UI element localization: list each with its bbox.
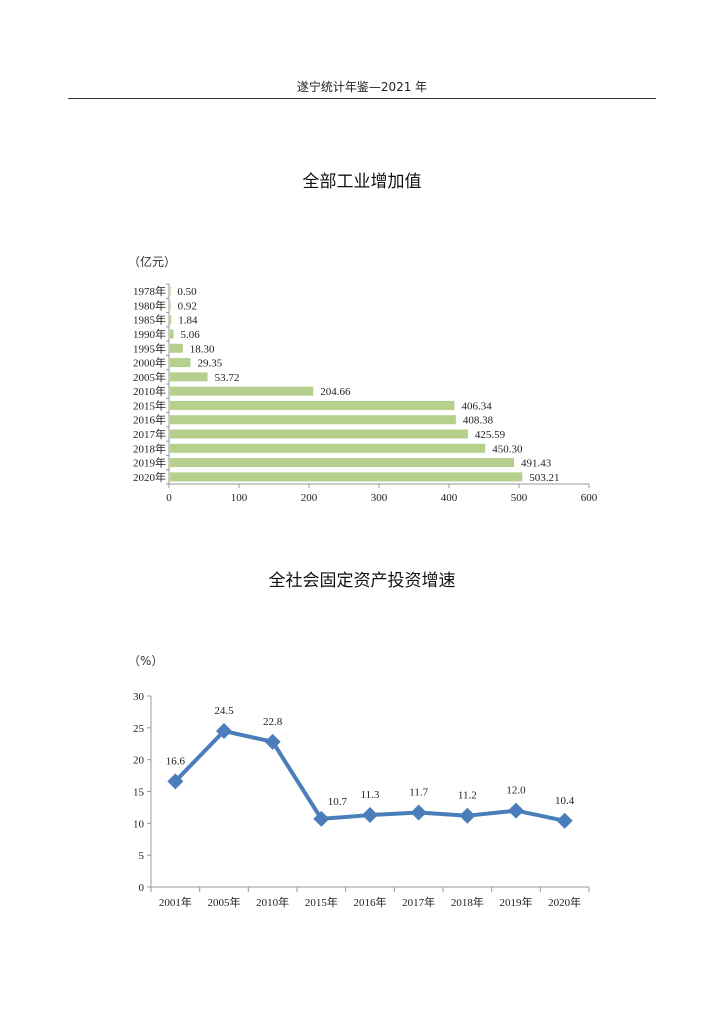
x-tick-label: 2019年 — [500, 895, 533, 909]
x-tick-label: 2020年 — [548, 895, 581, 909]
data-label: 11.7 — [409, 787, 428, 799]
category-label: 1995年 — [133, 341, 166, 355]
x-tick-label: 2016年 — [354, 895, 387, 909]
data-label: 408.38 — [463, 415, 494, 427]
x-tick-label: 500 — [511, 492, 528, 504]
y-tick-label: 10 — [133, 818, 145, 830]
y-tick-label: 5 — [139, 850, 145, 862]
diamond-marker — [508, 802, 524, 819]
category-label: 2016年 — [133, 413, 166, 427]
data-label: 0.50 — [177, 286, 197, 298]
data-label: 24.5 — [214, 705, 234, 717]
page-header: 遂宁统计年鉴—2021 年 — [296, 80, 428, 94]
bar — [170, 286, 171, 296]
diamond-marker — [167, 773, 184, 790]
x-tick-label: 200 — [301, 492, 318, 504]
x-tick-label: 2001年 — [159, 895, 192, 909]
data-label: 406.34 — [461, 400, 492, 412]
data-label: 53.72 — [215, 372, 240, 384]
y-tick-label: 25 — [133, 723, 145, 735]
data-label: 10.4 — [555, 795, 575, 807]
x-tick-label: 300 — [371, 492, 388, 504]
data-line — [173, 729, 566, 823]
data-label: 204.66 — [320, 386, 351, 398]
category-label: 1980年 — [133, 298, 166, 312]
data-label: 503.21 — [529, 472, 559, 484]
data-label: 450.30 — [492, 443, 523, 455]
diamond-marker — [556, 812, 573, 829]
data-label: 0.92 — [178, 300, 197, 312]
data-label: 29.35 — [198, 358, 223, 370]
diamond-marker — [216, 723, 232, 740]
bar — [170, 472, 523, 482]
bar — [170, 386, 314, 396]
x-tick-label: 0 — [166, 492, 172, 504]
header-divider — [68, 98, 656, 99]
x-tick-label: 2010年 — [256, 895, 289, 909]
category-label: 2018年 — [133, 441, 166, 455]
category-label: 2015年 — [133, 398, 166, 412]
bar — [170, 329, 174, 339]
data-label: 16.6 — [166, 755, 186, 767]
line-chart-unit: （%） — [128, 654, 164, 668]
x-tick-label: 2018年 — [451, 895, 484, 909]
data-label: 491.43 — [521, 458, 552, 470]
bar — [170, 443, 486, 453]
bar — [170, 429, 468, 439]
data-label: 425.59 — [475, 429, 506, 441]
data-label: 10.7 — [328, 796, 348, 808]
y-tick-label: 0 — [139, 882, 145, 894]
x-tick-label: 600 — [581, 492, 598, 504]
category-label: 2010年 — [133, 384, 166, 398]
category-label: 2000年 — [133, 356, 166, 370]
data-label: 1.84 — [178, 315, 198, 327]
category-label: 1978年 — [133, 284, 166, 298]
diamond-marker — [362, 807, 378, 824]
data-label: 18.30 — [190, 343, 215, 355]
bar — [170, 315, 172, 325]
diamond-marker — [264, 733, 281, 750]
data-label: 11.3 — [361, 789, 380, 801]
diamond-marker — [459, 807, 476, 824]
data-label: 22.8 — [263, 716, 283, 728]
x-tick-label: 2017年 — [402, 895, 435, 909]
category-label: 1985年 — [133, 313, 166, 327]
y-tick-label: 30 — [133, 691, 145, 703]
x-tick-label: 100 — [231, 492, 248, 504]
bar — [170, 415, 456, 425]
bar-chart-unit: （亿元） — [128, 255, 177, 269]
category-label: 2020年 — [133, 470, 166, 484]
diamond-marker — [313, 810, 330, 827]
y-tick-label: 15 — [133, 787, 145, 799]
bar — [170, 458, 515, 468]
data-label: 11.2 — [458, 790, 477, 802]
x-tick-label: 400 — [441, 492, 458, 504]
bar — [170, 372, 208, 382]
category-label: 1990年 — [133, 327, 166, 341]
data-label: 12.0 — [506, 785, 526, 797]
x-tick-label: 2005年 — [208, 895, 241, 909]
line-chart-title: 全社会固定资产投资增速 — [268, 571, 456, 591]
category-label: 2019年 — [133, 456, 166, 470]
diamond-marker — [410, 804, 427, 821]
category-label: 2005年 — [133, 370, 166, 384]
bar-chart-title: 全部工业增加值 — [302, 172, 422, 192]
x-tick-label: 2015年 — [305, 895, 338, 909]
category-label: 2017年 — [133, 427, 166, 441]
bar — [170, 300, 171, 310]
data-label: 5.06 — [181, 329, 201, 341]
bar — [170, 343, 183, 353]
y-tick-label: 20 — [133, 755, 145, 767]
bar — [170, 400, 455, 410]
bar — [170, 358, 191, 368]
